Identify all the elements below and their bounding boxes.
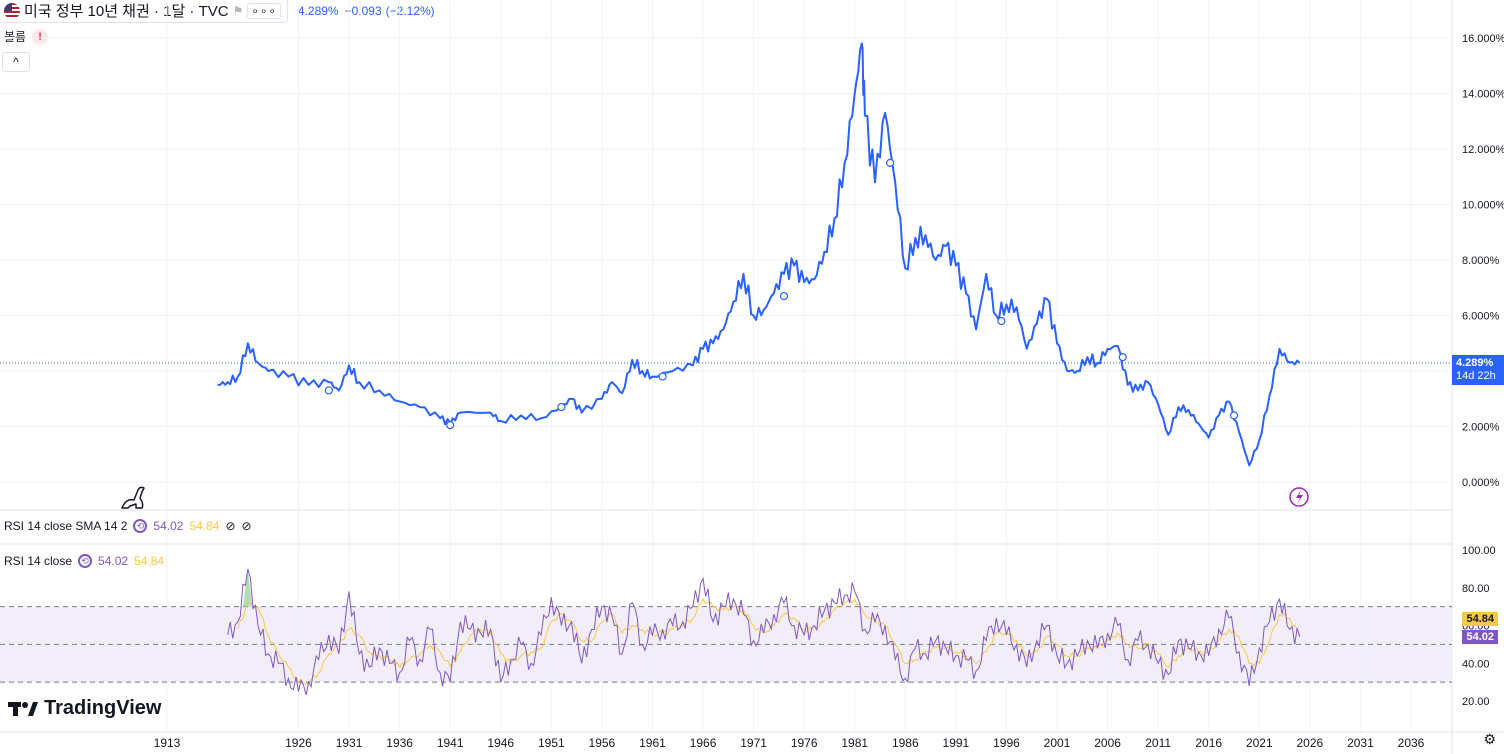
dividend-marker <box>658 372 667 381</box>
x-tick-label: 1956 <box>589 736 616 750</box>
y-tick-label: 14.000% <box>1462 89 1504 101</box>
bar-countdown: 14d 22h <box>1456 370 1496 382</box>
rsi-legend: RSI 14 close ⟲ 54.02 54.84 <box>4 554 164 568</box>
symbol-box[interactable]: 미국 정부 10년 채권 · 1달 · TVC ⚑ ∘∘∘ <box>0 0 288 23</box>
symbol-title[interactable]: 미국 정부 10년 채권 · 1달 · TVC <box>24 3 229 20</box>
collapse-legend-button[interactable]: ^ <box>2 52 30 72</box>
hidden-eye-icon-2[interactable]: ⊘ <box>241 519 252 533</box>
x-tick-label: 1981 <box>841 736 868 750</box>
dividend-marker <box>886 158 895 167</box>
x-tick-label: 1926 <box>285 736 312 750</box>
x-tick-label: 1913 <box>154 736 181 750</box>
rsi-value: 54.02 <box>153 519 184 533</box>
y-tick-label: 10.000% <box>1462 200 1504 212</box>
hidden-eye-icon[interactable]: ⊘ <box>225 519 236 533</box>
x-tick-label: 2021 <box>1246 736 1273 750</box>
x-tick-label: 2011 <box>1145 736 1171 750</box>
dividend-marker <box>446 421 455 430</box>
volume-legend: 볼륨 ! <box>4 28 49 45</box>
dividend-marker <box>1118 353 1127 362</box>
price-change: −0.093 <box>344 4 382 18</box>
rsi-pane-legend: RSI 14 close SMA 14 2 ⟲ 54.02 54.84 ⊘ ⊘ <box>4 519 252 533</box>
x-tick-label: 2001 <box>1044 736 1071 750</box>
x-tick-label: 1936 <box>386 736 413 750</box>
x-tick-label: 1966 <box>690 736 717 750</box>
x-tick-label: 1941 <box>437 736 464 750</box>
y-tick-label: 2.000% <box>1462 422 1500 434</box>
y-tick-label: 6.000% <box>1462 311 1500 323</box>
rsi-pane-label[interactable]: RSI 14 close SMA 14 2 <box>4 519 128 533</box>
more-options-button[interactable]: ∘∘∘ <box>247 2 281 19</box>
dividend-marker <box>1229 411 1239 420</box>
rsi-y-tick-label: 80.00 <box>1462 583 1490 595</box>
dino-shape <box>121 486 145 509</box>
y-tick-label: 16.000% <box>1462 33 1504 45</box>
price-change-percent: (−2.12%) <box>385 4 435 18</box>
x-tick-label: 2016 <box>1195 736 1222 750</box>
rsi-line <box>227 568 1301 696</box>
x-tick-label: 1996 <box>993 736 1020 750</box>
dividend-marker <box>997 316 1006 326</box>
current-price-value: 4.289% <box>1456 357 1494 369</box>
tradingview-logo-icon <box>8 701 38 716</box>
refresh-icon[interactable]: ⟲ <box>133 519 148 533</box>
current-price-tag: 4.289% 14d 22h <box>1452 355 1504 385</box>
x-tick-label: 1976 <box>791 736 818 750</box>
y-tick-label: 0.000% <box>1462 477 1500 489</box>
x-tick-label: 1946 <box>487 736 514 750</box>
volume-label[interactable]: 볼륨 <box>4 30 27 44</box>
dividend-marker <box>779 291 789 301</box>
rsi-y-tick-label: 40.00 <box>1462 658 1490 670</box>
x-tick-label: 1986 <box>892 736 919 750</box>
events-lightning-icon <box>1289 487 1309 507</box>
x-tick-label: 2006 <box>1094 736 1121 750</box>
x-tick-label: 2031 <box>1347 736 1374 750</box>
rsi-sma-value: 54.84 <box>134 554 165 568</box>
rsi-y-tick-label: 100.00 <box>1462 545 1496 557</box>
rsi-sma-tag: 54.84 <box>1462 612 1498 626</box>
dividend-marker <box>557 402 566 412</box>
rsi-sma-line <box>237 598 1301 685</box>
flag-marker-icon[interactable]: ⚑ <box>232 3 244 18</box>
symbol-legend: 미국 정부 10년 채권 · 1달 · TVC ⚑ ∘∘∘ 4.289% −0.… <box>0 0 435 23</box>
warning-icon[interactable]: ! <box>32 28 49 45</box>
settings-icon[interactable]: ⚙ <box>1483 731 1496 747</box>
rsi-value: 54.02 <box>98 554 129 568</box>
us-flag-icon <box>4 2 20 19</box>
rsi-label[interactable]: RSI 14 close <box>4 554 73 568</box>
tradingview-logo[interactable]: TradingView <box>8 697 161 720</box>
y-tick-label: 12.000% <box>1462 144 1504 156</box>
rsi-y-tick-label: 20.00 <box>1462 696 1490 708</box>
x-tick-label: 1931 <box>336 736 363 750</box>
dino-icon <box>121 486 145 509</box>
x-tick-label: 1971 <box>740 736 767 750</box>
x-tick-label: 2026 <box>1297 736 1324 750</box>
last-price: 4.289% <box>297 4 339 18</box>
rsi-overbought-fill <box>242 568 252 607</box>
refresh-icon[interactable]: ⟲ <box>78 554 93 568</box>
lightning-bolt <box>1296 490 1303 504</box>
dividend-marker <box>324 386 333 395</box>
x-tick-label: 1991 <box>943 736 970 750</box>
rsi-tag: 54.02 <box>1462 630 1498 644</box>
y-tick-label: 8.000% <box>1462 255 1500 267</box>
logo-text: TradingView <box>44 697 162 719</box>
x-tick-label: 2036 <box>1398 736 1425 750</box>
x-tick-label: 1951 <box>538 736 565 750</box>
rsi-sma-value: 54.84 <box>189 519 220 533</box>
price-series-line <box>217 42 1301 467</box>
x-tick-label: 1961 <box>639 736 666 750</box>
